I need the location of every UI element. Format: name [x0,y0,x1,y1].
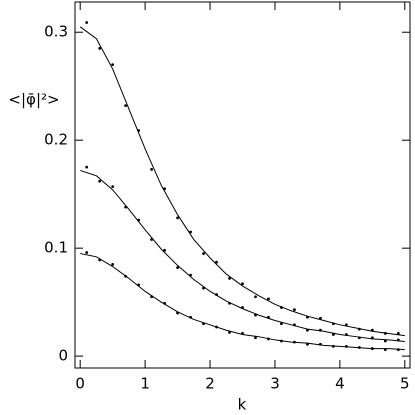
data-point [111,262,115,266]
data-point [267,337,270,341]
data-point [254,295,257,299]
data-point [370,328,374,332]
data-point [370,336,374,340]
data-point [176,216,179,220]
data-point [189,315,192,319]
y-axis-label: <|φ̄|²> [8,91,59,109]
data-point [215,325,218,329]
data-point [331,333,335,336]
data-point [319,316,322,320]
data-point [241,332,244,335]
x-tick-label: 0 [75,375,85,393]
data-point [344,345,348,348]
plot-frame [74,1,411,369]
x-tick-label: 3 [270,375,280,393]
data-point [202,252,205,255]
data-point [267,297,270,301]
data-point [357,327,361,331]
data-point [111,185,115,189]
data-point [150,167,154,171]
data-point [98,258,102,262]
data-point [189,273,192,277]
data-point [202,286,205,290]
data-point [124,104,128,108]
x-axis-label: k [238,396,247,414]
data-point [98,179,102,183]
data-point [163,187,166,191]
data-point [280,322,283,326]
data-point [267,315,270,319]
data-point [293,340,296,344]
data-point [383,339,387,343]
data-point [150,295,154,299]
data-point [137,283,141,287]
data-point [215,293,218,296]
data-point [228,330,231,334]
data-point [85,165,89,169]
data-point [189,230,192,234]
data-point [319,328,322,332]
data-point [357,336,361,340]
data-point [383,332,387,335]
data-point [357,346,361,349]
x-tick-label: 2 [205,375,215,393]
data-point [396,338,400,342]
data-point [137,129,141,132]
data-point [254,336,257,340]
data-point [396,348,400,352]
y-tick-label: 0.1 [44,239,68,257]
data-point [124,274,128,278]
data-point [241,306,244,309]
data-point [280,339,283,343]
data-point [383,348,387,352]
data-point [344,333,348,336]
data-point [280,306,283,309]
data-point [176,266,179,269]
data-point [228,276,231,280]
data-point [176,311,179,315]
fit-curve [80,253,405,351]
data-point [228,301,231,305]
data-point [396,332,400,335]
data-point [370,347,374,350]
y-tick-label: 0.2 [44,131,68,149]
data-point [202,322,205,326]
x-tick-label: 1 [140,375,150,393]
data-point [306,315,309,319]
data-point [98,47,102,50]
data-point [241,282,244,286]
data-point [331,345,335,348]
data-point [306,342,309,346]
data-point [163,301,166,305]
fit-curve [79,26,405,337]
data-point [137,218,141,222]
data-point [163,248,166,252]
data-point [344,323,348,327]
data-point [306,328,309,332]
data-point [293,323,296,327]
data-point [85,21,89,24]
data-point [319,342,322,346]
data-point [85,251,89,254]
data-point [215,260,218,264]
x-tick-label: 5 [400,375,410,393]
y-tick-label: 0.3 [44,23,68,41]
data-point [124,205,128,209]
data-point [293,308,296,312]
y-tick-label: 0 [58,347,68,365]
fit-curve [80,169,405,343]
data-point [254,313,257,317]
data-point [150,238,154,241]
data-point [331,322,335,326]
data-point [111,63,115,67]
x-tick-label: 4 [335,375,345,393]
